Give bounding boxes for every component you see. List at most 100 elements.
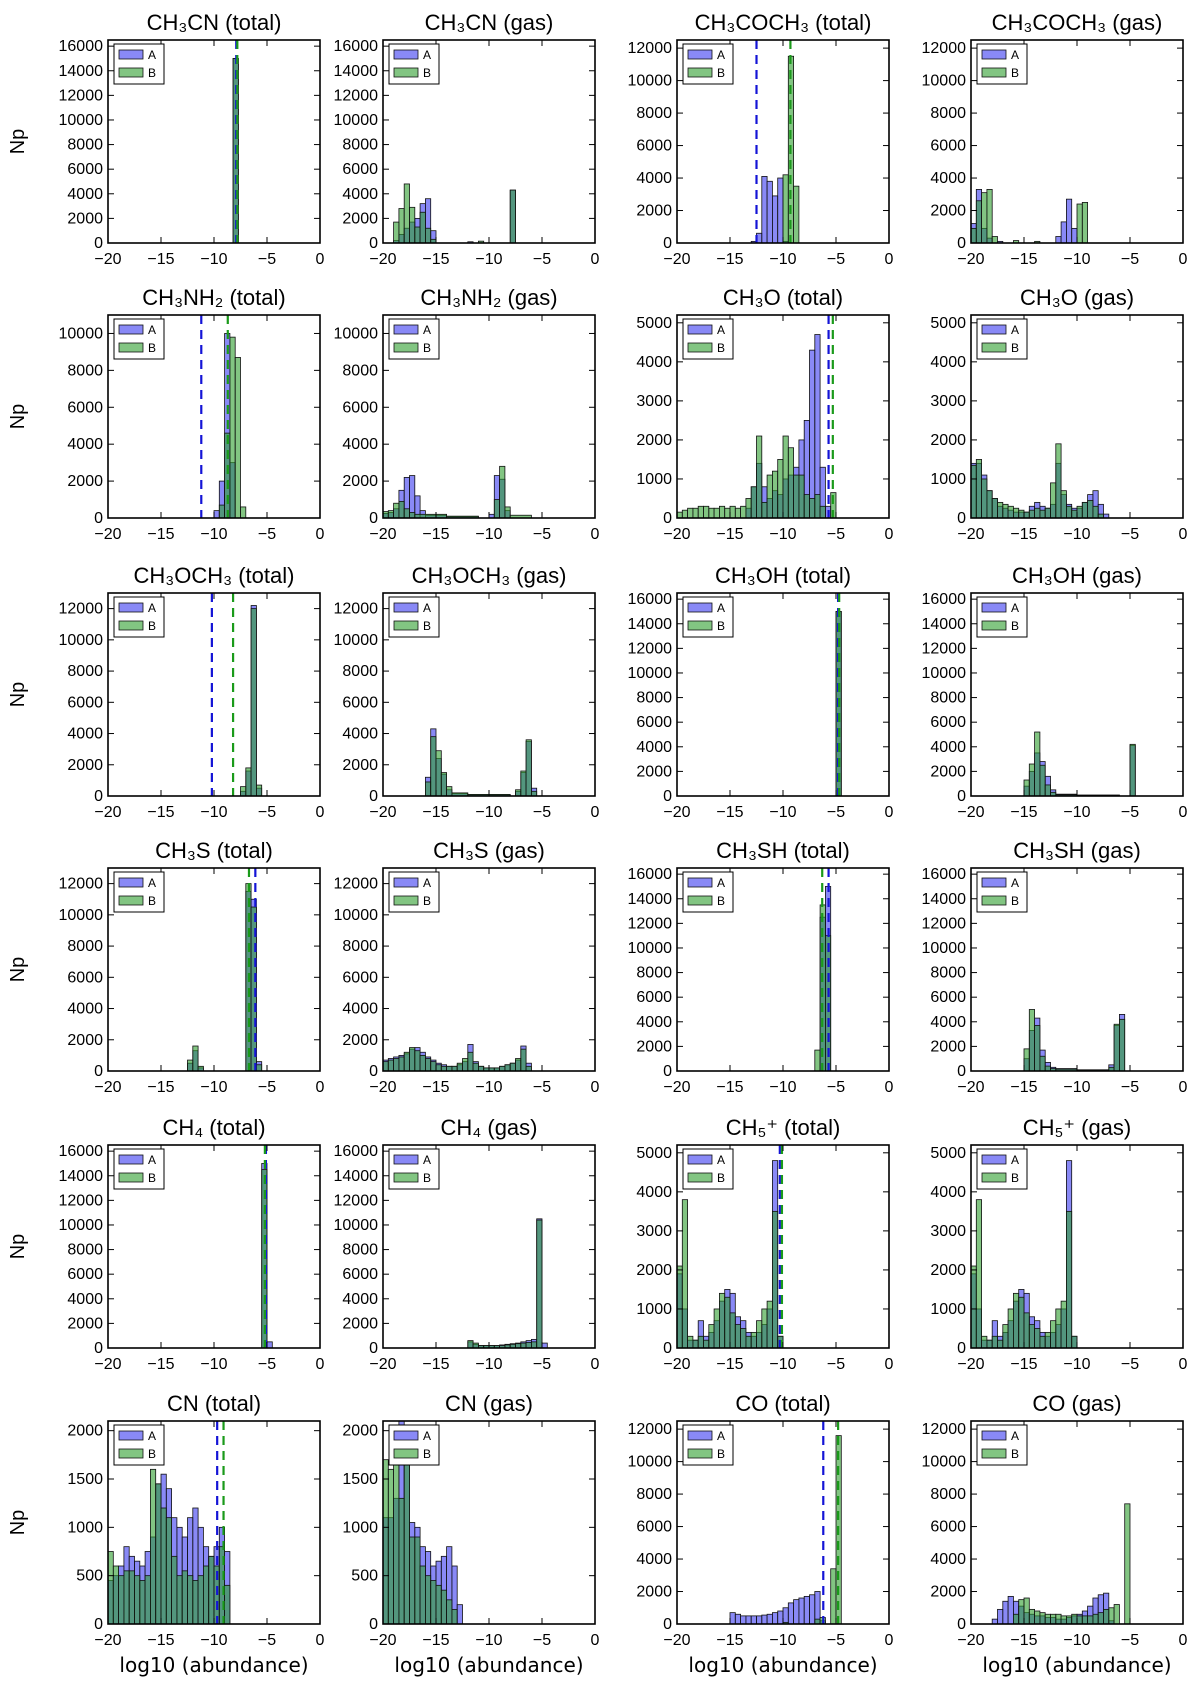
bar-b bbox=[1076, 203, 1083, 244]
legend-label-a: A bbox=[423, 601, 431, 615]
bar-b bbox=[398, 208, 405, 244]
bar-b bbox=[467, 1340, 474, 1349]
bar-b bbox=[387, 1059, 394, 1072]
legend-swatch-a bbox=[393, 324, 419, 335]
bar-a bbox=[798, 1597, 805, 1625]
bar-b bbox=[750, 486, 757, 519]
bar-b bbox=[155, 1483, 162, 1625]
y-tick-label: 5000 bbox=[636, 1145, 672, 1162]
y-tick-label: 6000 bbox=[636, 138, 672, 155]
y-tick-label: 4000 bbox=[636, 354, 672, 371]
x-tick-label: 0 bbox=[591, 1632, 600, 1649]
bar-b bbox=[740, 505, 747, 519]
legend-swatch-a bbox=[687, 602, 713, 613]
y-tick-label: 0 bbox=[94, 1063, 103, 1080]
bar-b bbox=[734, 507, 741, 519]
y-tick-label: 12000 bbox=[334, 876, 379, 893]
bar-b bbox=[1071, 1335, 1078, 1349]
bar-a bbox=[456, 1604, 463, 1625]
bar-b bbox=[446, 1599, 453, 1625]
y-tick-label: 0 bbox=[369, 1616, 378, 1633]
y-tick-label: 4000 bbox=[930, 1551, 966, 1568]
y-tick-label: 0 bbox=[663, 1340, 672, 1357]
bar-b bbox=[756, 435, 763, 519]
bar-b bbox=[520, 770, 527, 797]
bar-b bbox=[1066, 1210, 1073, 1349]
x-tick-label: −20 bbox=[663, 1079, 690, 1096]
bar-b bbox=[123, 1570, 130, 1625]
x-tick-label: −15 bbox=[422, 526, 449, 543]
x-tick-label: −15 bbox=[422, 1079, 449, 1096]
x-tick-label: −10 bbox=[1063, 251, 1090, 268]
y-tick-label: 8000 bbox=[342, 938, 378, 955]
subplot-8: CH₃OCH₃ (total) −20 −15 −10 −5 0 0 2000 4000 6000… bbox=[7, 563, 325, 821]
bar-b bbox=[719, 505, 726, 519]
y-tick-label: 6000 bbox=[67, 1266, 103, 1283]
y-tick-label: 2000 bbox=[342, 757, 378, 774]
bar-a bbox=[1066, 198, 1073, 244]
y-tick-label: 2000 bbox=[930, 1584, 966, 1601]
y-tick-label: 0 bbox=[663, 1063, 672, 1080]
bar-b bbox=[1013, 1292, 1020, 1349]
bar-b bbox=[1002, 503, 1009, 519]
y-tick-label: 2000 bbox=[67, 473, 103, 490]
y-tick-label: 4000 bbox=[636, 739, 672, 756]
y-tick-label: 16000 bbox=[922, 591, 967, 608]
legend-label-b: B bbox=[1011, 341, 1019, 355]
y-tick-label: 0 bbox=[957, 788, 966, 805]
legend-label-b: B bbox=[1011, 66, 1019, 80]
bar-a bbox=[809, 1594, 816, 1625]
bar-b bbox=[504, 506, 511, 519]
subplot-title: CH₃NH₂ (total) bbox=[142, 285, 285, 310]
x-tick-label: 0 bbox=[1179, 804, 1188, 821]
x-tick-label: 0 bbox=[1179, 526, 1188, 543]
y-tick-label: 10000 bbox=[334, 632, 379, 649]
subplot-title: CH₃S (gas) bbox=[433, 838, 545, 863]
x-tick-label: −5 bbox=[533, 1632, 551, 1649]
bar-b bbox=[803, 494, 810, 519]
subplot-10: CH₃OH (total) −20 −15 −10 −5 0 0 2000 4000 6000 80… bbox=[628, 563, 894, 821]
legend-label-b: B bbox=[1011, 894, 1019, 908]
legend-swatch-b bbox=[687, 1448, 713, 1459]
bar-b bbox=[128, 1570, 135, 1625]
y-tick-label: 2000 bbox=[636, 203, 672, 220]
bar-b bbox=[424, 227, 432, 244]
bar-b bbox=[1055, 1308, 1062, 1349]
bar-b bbox=[134, 1575, 141, 1625]
bar-b bbox=[1018, 1296, 1025, 1349]
bar-b bbox=[398, 1497, 405, 1625]
bar-b bbox=[1034, 507, 1041, 519]
bar-b bbox=[975, 459, 982, 519]
x-tick-label: −20 bbox=[957, 1356, 984, 1373]
y-tick-label: 12000 bbox=[922, 40, 967, 57]
bar-a bbox=[782, 1607, 789, 1625]
y-tick-label: 4000 bbox=[67, 436, 103, 453]
bar-b bbox=[975, 200, 982, 244]
legend-label-a: A bbox=[1011, 48, 1019, 62]
y-tick-label: 10000 bbox=[59, 1217, 104, 1234]
y-tick-label: 0 bbox=[369, 1063, 378, 1080]
bar-b bbox=[176, 1575, 183, 1625]
legend-label-a: A bbox=[717, 876, 725, 890]
bar-b bbox=[814, 1049, 821, 1072]
x-tick-label: −15 bbox=[716, 1079, 743, 1096]
legend-label-a: A bbox=[1011, 323, 1019, 337]
legend-swatch-b bbox=[393, 895, 419, 906]
bar-b bbox=[424, 781, 432, 797]
bar-b bbox=[393, 1459, 400, 1625]
x-tick-label: 0 bbox=[316, 251, 325, 268]
bar-b bbox=[403, 1449, 410, 1625]
x-tick-label: −5 bbox=[533, 251, 551, 268]
subplot-18: CH₅⁺ (total) −20 −15 −10 −5 0 0 1000 2000 3000 400… bbox=[636, 1115, 893, 1373]
bar-b bbox=[1119, 1018, 1126, 1072]
bar-b bbox=[409, 206, 416, 244]
y-tick-label: 2000 bbox=[930, 203, 966, 220]
legend-swatch-b bbox=[118, 1172, 144, 1183]
x-tick-label: −20 bbox=[369, 1356, 396, 1373]
bar-b bbox=[729, 505, 736, 519]
subplot-13: CH₃S (gas) −20 −15 −10 −5 0 0 2000 4000 6000 8000 1… bbox=[334, 838, 600, 1096]
y-tick-label: 14000 bbox=[922, 616, 967, 633]
bar-b bbox=[1066, 1615, 1073, 1625]
bar-b bbox=[787, 447, 794, 519]
bar-b bbox=[393, 221, 400, 244]
